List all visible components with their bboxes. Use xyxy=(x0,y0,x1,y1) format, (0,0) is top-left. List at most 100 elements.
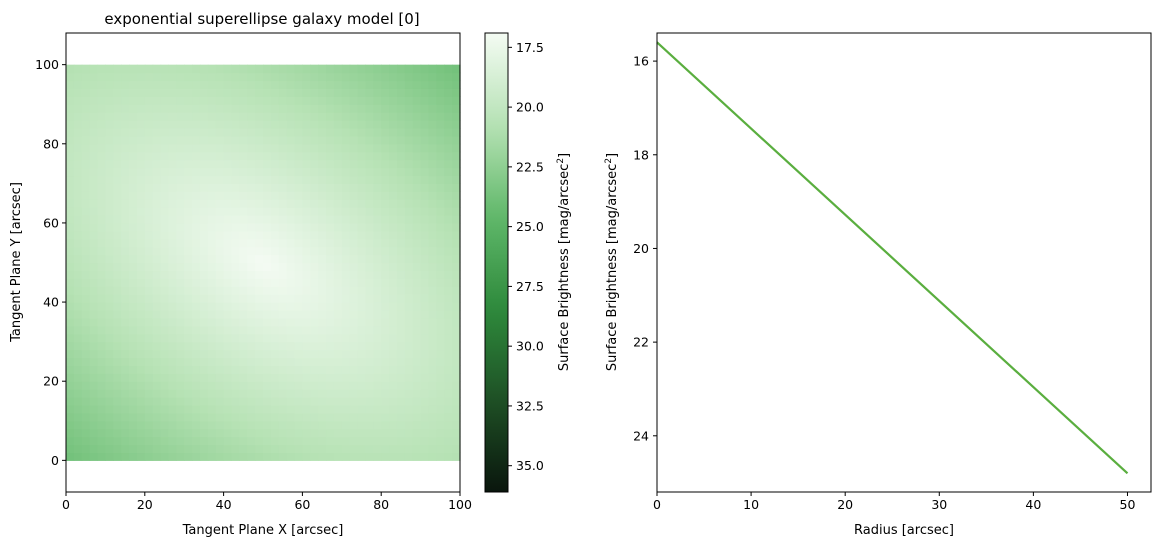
heatmap-cell xyxy=(270,325,280,335)
heatmap-cell xyxy=(310,127,319,137)
heatmap-cell xyxy=(199,72,209,82)
heatmap-cell xyxy=(302,159,311,169)
heatmap-cell xyxy=(239,412,248,422)
heatmap-cell xyxy=(113,412,122,422)
heatmap-cell xyxy=(294,167,303,177)
heatmap-cell xyxy=(349,183,359,192)
heatmap-cell xyxy=(341,135,351,145)
heatmap-cell xyxy=(105,404,114,414)
heatmap-cell xyxy=(136,191,146,200)
heatmap-cell xyxy=(129,183,138,192)
heatmap-cell xyxy=(263,104,272,113)
heatmap-cell xyxy=(428,302,437,311)
heatmap-cell xyxy=(263,112,272,121)
heatmap-cell xyxy=(365,404,374,414)
heatmap-cell xyxy=(294,309,303,319)
heatmap-cell xyxy=(333,104,343,113)
heatmap-cell xyxy=(81,120,91,129)
heatmap-cell xyxy=(396,64,406,74)
heatmap-cell xyxy=(184,436,193,446)
heatmap-cell xyxy=(436,246,445,256)
heatmap-cell xyxy=(231,294,240,303)
heatmap-cell xyxy=(199,270,209,279)
heatmap-cell xyxy=(81,222,91,232)
profile-y-tick-label: 22 xyxy=(633,335,649,350)
heatmap-cell xyxy=(247,215,256,224)
heatmap-cell xyxy=(152,88,162,97)
heatmap-cell xyxy=(278,333,288,343)
heatmap-cell xyxy=(136,151,146,161)
heatmap-cell xyxy=(318,341,327,351)
heatmap-cell xyxy=(404,428,414,438)
heatmap-cell xyxy=(176,230,185,240)
heatmap-cell xyxy=(310,452,319,461)
heatmap-cell xyxy=(333,444,343,454)
heatmap-cell xyxy=(452,317,461,327)
heatmap-cell xyxy=(199,120,209,129)
heatmap-cell xyxy=(105,120,114,129)
heatmap-cell xyxy=(97,104,106,113)
heatmap-cell xyxy=(144,404,154,414)
heatmap-cell xyxy=(381,349,390,359)
heatmap-cell xyxy=(420,436,430,446)
heatmap-cell xyxy=(129,444,138,454)
heatmap-cell xyxy=(247,270,256,279)
heatmap-cell xyxy=(81,341,91,351)
heatmap-cell xyxy=(66,365,75,374)
heatmap-cell xyxy=(160,412,170,422)
heatmap-cell xyxy=(255,341,264,351)
heatmap-cell xyxy=(349,96,359,105)
heatmap-cell xyxy=(326,112,335,121)
heatmap-cell xyxy=(278,452,288,461)
heatmap-cell xyxy=(215,262,225,272)
heatmap-cell xyxy=(396,104,406,113)
heatmap-cell xyxy=(412,317,422,327)
heatmap-cell xyxy=(333,452,343,461)
heatmap-cell xyxy=(192,238,201,248)
heatmap-cell xyxy=(436,112,445,121)
heatmap-cell xyxy=(223,389,233,398)
heatmap-cell xyxy=(278,88,288,97)
heatmap-cell xyxy=(89,120,99,129)
heatmap-cell xyxy=(239,191,248,200)
heatmap-cell xyxy=(333,357,343,366)
heatmap-cell xyxy=(168,191,177,200)
heatmap-cell xyxy=(389,309,398,319)
heatmap-cell xyxy=(381,428,390,438)
heatmap-cell xyxy=(97,404,106,414)
heatmap-cell xyxy=(97,254,106,264)
heatmap-cell xyxy=(365,278,374,287)
heatmap-cell xyxy=(247,88,256,97)
heatmap-cell xyxy=(113,230,122,240)
heatmap-cell xyxy=(263,452,272,461)
heatmap-cell xyxy=(207,230,217,240)
heatmap-cell xyxy=(207,333,217,343)
heatmap-cell xyxy=(152,412,162,422)
heatmap-cell xyxy=(129,88,138,97)
heatmap-cell xyxy=(294,215,303,224)
heatmap-cell xyxy=(389,215,398,224)
heatmap-cell xyxy=(270,444,280,454)
heatmap-cell xyxy=(215,254,225,264)
heatmap-cell xyxy=(302,112,311,121)
heatmap-cell xyxy=(192,127,201,137)
heatmap-cell xyxy=(428,309,437,319)
heatmap-cell xyxy=(73,452,83,461)
profile-x-tick-label: 40 xyxy=(1025,497,1041,512)
image-axes-frame xyxy=(65,32,461,493)
heatmap-cell xyxy=(199,238,209,248)
heatmap-cell xyxy=(310,286,319,295)
heatmap-cell xyxy=(215,444,225,454)
heatmap-cell xyxy=(223,262,233,272)
heatmap-cell xyxy=(121,302,130,311)
heatmap-cell xyxy=(389,64,398,74)
heatmap-cell xyxy=(381,96,390,105)
heatmap-cell xyxy=(144,302,154,311)
heatmap-cell xyxy=(412,112,422,121)
heatmap-cell xyxy=(365,397,374,406)
heatmap-cell xyxy=(263,207,272,216)
heatmap-cell xyxy=(121,112,130,121)
heatmap-cell xyxy=(152,349,162,359)
heatmap-cell xyxy=(231,333,240,343)
heatmap-cell xyxy=(302,230,311,240)
